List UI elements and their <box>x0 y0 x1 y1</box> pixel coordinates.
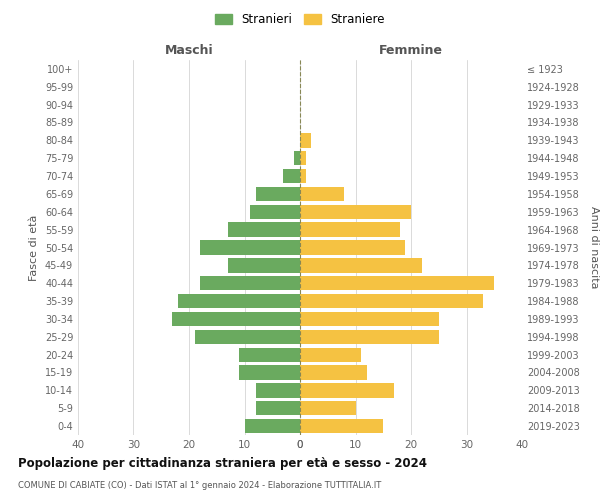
Legend: Stranieri, Straniere: Stranieri, Straniere <box>211 8 389 31</box>
Y-axis label: Fasce di età: Fasce di età <box>29 214 39 280</box>
Text: COMUNE DI CABIATE (CO) - Dati ISTAT al 1° gennaio 2024 - Elaborazione TUTTITALIA: COMUNE DI CABIATE (CO) - Dati ISTAT al 1… <box>18 481 381 490</box>
Bar <box>300 204 411 219</box>
Bar <box>228 258 300 272</box>
Bar <box>256 187 300 201</box>
Bar <box>250 204 300 219</box>
Bar <box>300 348 361 362</box>
Bar <box>300 133 311 148</box>
Bar <box>300 151 305 166</box>
Bar <box>300 294 483 308</box>
Bar <box>300 312 439 326</box>
Y-axis label: Anni di nascita: Anni di nascita <box>589 206 599 289</box>
Bar <box>300 222 400 237</box>
Bar <box>300 366 367 380</box>
Bar <box>239 366 300 380</box>
Bar <box>172 312 300 326</box>
Bar <box>228 222 300 237</box>
Bar <box>200 276 300 290</box>
Text: Popolazione per cittadinanza straniera per età e sesso - 2024: Popolazione per cittadinanza straniera p… <box>18 458 427 470</box>
Bar <box>300 383 394 398</box>
Bar <box>256 401 300 415</box>
Title: Femmine: Femmine <box>379 44 443 58</box>
Bar <box>194 330 300 344</box>
Title: Maschi: Maschi <box>164 44 214 58</box>
Bar <box>239 348 300 362</box>
Bar <box>300 330 439 344</box>
Bar <box>300 276 494 290</box>
Bar <box>300 240 406 254</box>
Bar <box>300 419 383 433</box>
Bar <box>200 240 300 254</box>
Bar <box>283 169 300 183</box>
Bar <box>256 383 300 398</box>
Bar <box>178 294 300 308</box>
Bar <box>295 151 300 166</box>
Bar <box>300 187 344 201</box>
Bar <box>300 258 422 272</box>
Bar <box>245 419 300 433</box>
Bar <box>300 401 355 415</box>
Bar <box>300 169 305 183</box>
